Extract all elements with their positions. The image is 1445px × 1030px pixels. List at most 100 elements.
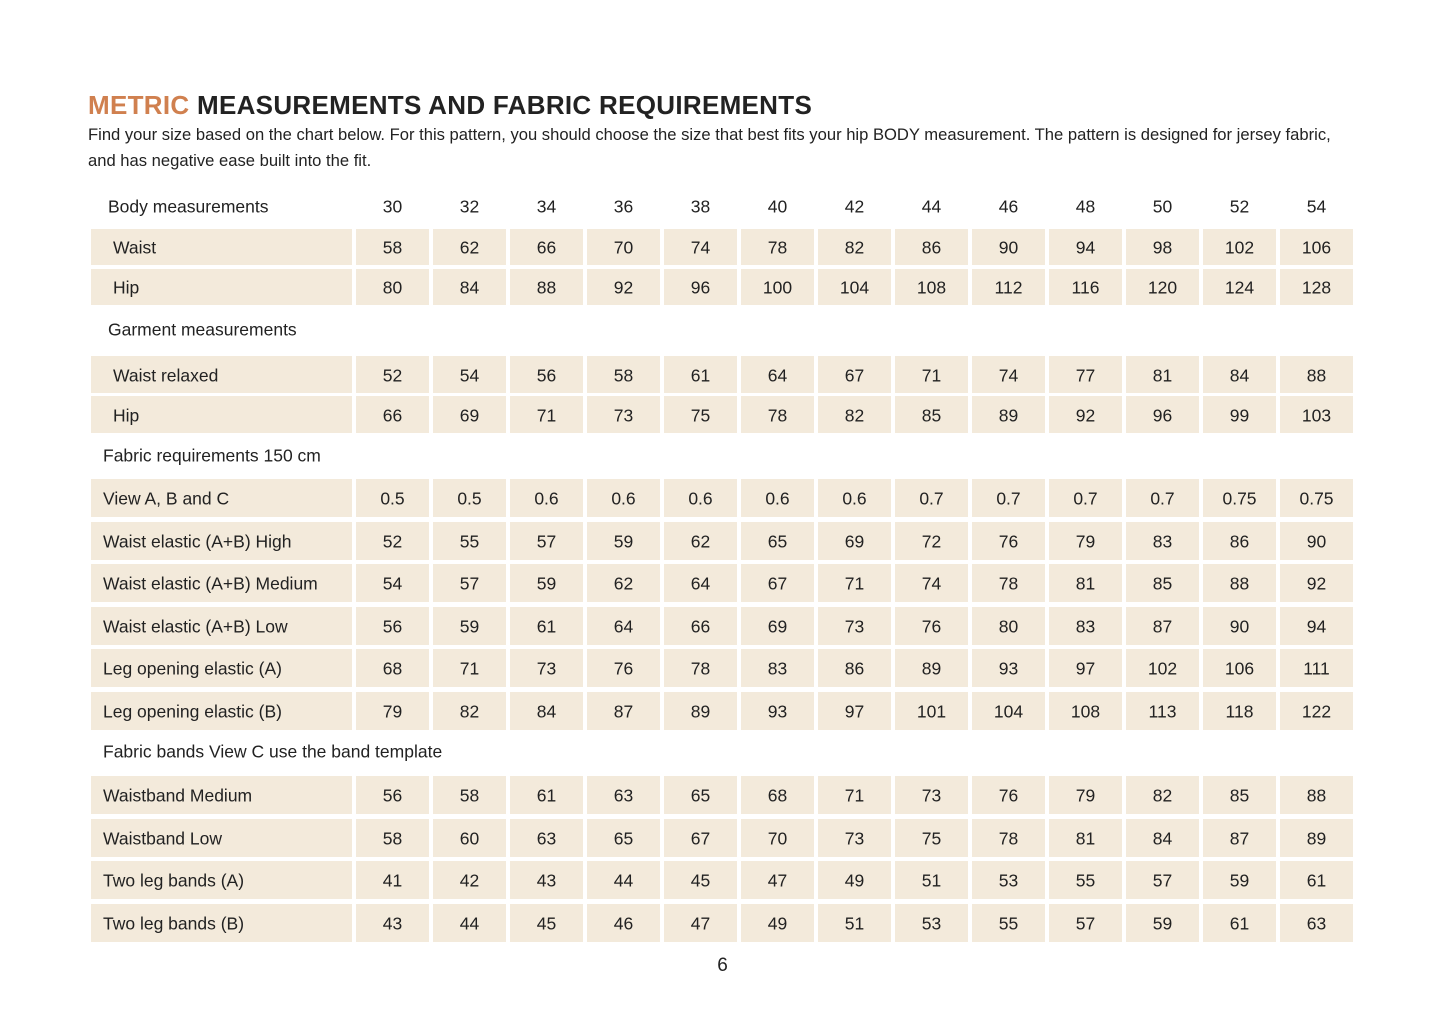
value: 63 — [613, 785, 634, 806]
size-header: 34 — [536, 196, 557, 217]
value-cell — [741, 269, 814, 305]
value: 83 — [767, 658, 788, 679]
value-cell — [818, 269, 891, 305]
value-cell — [587, 229, 660, 265]
value-cell — [972, 903, 1045, 942]
row-label-cell — [91, 606, 352, 645]
size-header: 46 — [998, 196, 1019, 217]
row-label-cell — [91, 356, 352, 393]
value: 63 — [536, 828, 557, 848]
value: 51 — [844, 913, 865, 933]
value: 78 — [998, 573, 1019, 594]
value: 90 — [998, 237, 1019, 258]
value-cell — [741, 861, 814, 899]
value-cell — [818, 396, 891, 433]
value-cell — [895, 691, 968, 730]
value-cell — [433, 269, 506, 305]
title-accent: METRIC — [88, 90, 190, 120]
value-cell — [587, 479, 660, 517]
value: 61 — [1306, 870, 1327, 891]
value: 106 — [1301, 237, 1332, 258]
value: 84 — [536, 701, 557, 721]
value-cell — [1280, 691, 1353, 730]
value-cell — [741, 521, 814, 560]
row-label-cell — [91, 776, 352, 814]
value-cell — [664, 479, 737, 517]
value: 81 — [1075, 828, 1096, 848]
value-cell — [741, 649, 814, 687]
value: 81 — [1075, 573, 1096, 594]
value: 93 — [998, 658, 1019, 679]
size-header: 50 — [1152, 196, 1173, 217]
row-label: Waist elastic (A+B) High — [103, 531, 292, 551]
value-cell — [433, 818, 506, 857]
value: 0.6 — [611, 488, 636, 509]
value-cell — [972, 776, 1045, 814]
section-heading: Fabric requirements 150 cm — [103, 445, 321, 466]
value-cell — [664, 691, 737, 730]
value: 61 — [536, 616, 557, 636]
value: 90 — [1306, 531, 1327, 551]
value-cell — [356, 229, 429, 265]
value-cell — [1203, 396, 1276, 433]
value-cell — [972, 229, 1045, 265]
value-cell — [433, 691, 506, 730]
value: 83 — [1152, 531, 1173, 551]
value: 85 — [921, 405, 942, 425]
value: 122 — [1301, 701, 1332, 721]
value-cell — [818, 521, 891, 560]
value: 53 — [998, 870, 1019, 891]
value-cell — [1049, 649, 1122, 687]
row-label-cell — [91, 861, 352, 899]
value-cell — [895, 269, 968, 305]
value: 118 — [1225, 701, 1254, 721]
value: 70 — [767, 828, 788, 848]
value-cell — [1280, 356, 1353, 393]
value: 0.7 — [919, 488, 944, 509]
value: 57 — [459, 573, 480, 594]
value: 94 — [1075, 237, 1096, 258]
value: 108 — [1070, 701, 1101, 721]
value-cell — [1049, 818, 1122, 857]
value: 120 — [1147, 277, 1178, 298]
value: 72 — [921, 531, 942, 551]
value: 73 — [844, 616, 865, 636]
value-cell — [1126, 356, 1199, 393]
value-cell — [510, 479, 583, 517]
value-cell — [1126, 818, 1199, 857]
value-cell — [433, 776, 506, 814]
value-cell — [741, 356, 814, 393]
value-cell — [818, 479, 891, 517]
value-cell — [433, 229, 506, 265]
value-cell — [1280, 564, 1353, 602]
value: 100 — [762, 277, 793, 298]
value-cell — [664, 649, 737, 687]
value-cell — [1126, 691, 1199, 730]
value-cell — [664, 269, 737, 305]
value: 45 — [536, 913, 557, 933]
value-cell — [972, 521, 1045, 560]
value: 93 — [767, 701, 788, 721]
value-cell — [587, 356, 660, 393]
value-cell — [510, 564, 583, 602]
value: 76 — [998, 785, 1019, 806]
value-cell — [895, 818, 968, 857]
value: 90 — [1229, 616, 1250, 636]
value: 82 — [1152, 785, 1173, 806]
section-heading: Garment measurements — [108, 319, 297, 340]
value: 57 — [1075, 913, 1096, 933]
size-header: 48 — [1075, 196, 1096, 217]
value-cell — [510, 818, 583, 857]
value-cell — [510, 776, 583, 814]
value: 67 — [767, 573, 788, 594]
value: 88 — [1229, 573, 1250, 594]
row-label-cell — [91, 479, 352, 517]
value: 49 — [767, 913, 788, 933]
value: 97 — [844, 701, 865, 721]
value: 58 — [382, 237, 403, 258]
value-cell — [818, 818, 891, 857]
value-cell — [664, 396, 737, 433]
value: 52 — [382, 365, 403, 385]
row-label: Waist relaxed — [113, 365, 219, 385]
value: 74 — [998, 365, 1019, 385]
